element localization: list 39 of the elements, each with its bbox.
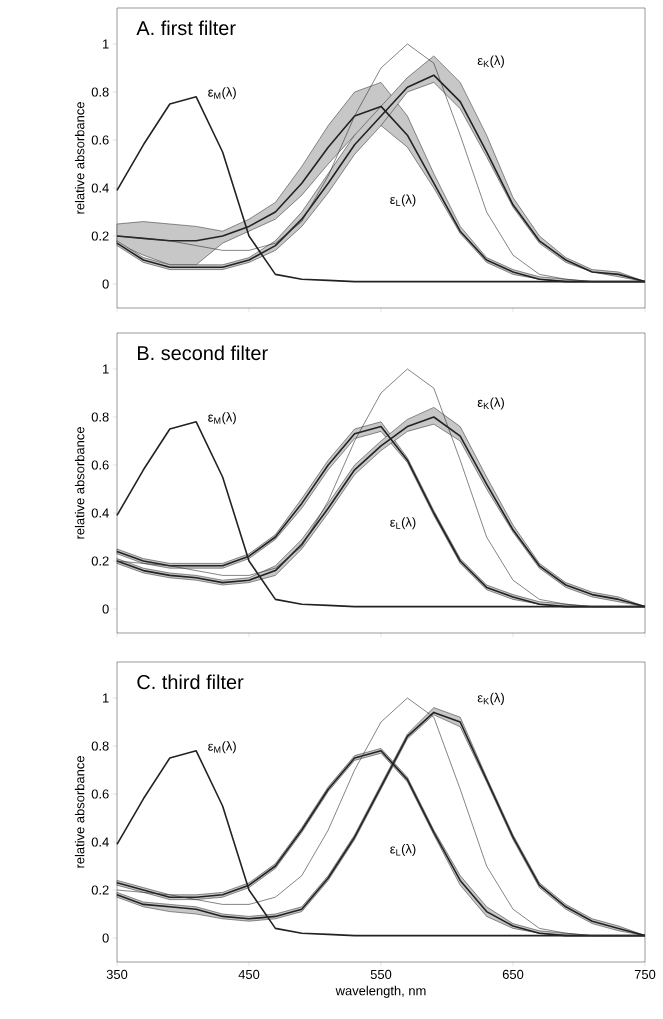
y-tick-label: 0.8 (91, 741, 109, 751)
series-label: ε$_{L}$(λ) (390, 843, 416, 857)
series-label: ε$_{K}$(λ) (477, 692, 504, 705)
y-tick-label: 0.4 (91, 183, 109, 193)
y-tick-label: 1 (103, 364, 109, 374)
y-tick-label: 0.4 (91, 837, 109, 847)
y-tick-label: 0.8 (91, 412, 109, 422)
chart-title: A. first filter (136, 20, 236, 36)
y-tick-label: 0 (102, 279, 109, 289)
y-tick-label: 0.6 (91, 135, 109, 145)
series-label: ε$_{M}$(λ) (208, 412, 236, 425)
y-tick-label: 0.2 (91, 556, 109, 566)
chart-title: C. third filter (137, 674, 244, 690)
x-tick-label: 350 (106, 969, 128, 979)
y-tick-label: 0.2 (91, 885, 109, 895)
x-tick-label: 650 (502, 969, 524, 979)
x-tick-label: 750 (634, 969, 656, 979)
y-tick-label: 0.8 (91, 87, 109, 97)
y-tick-label: 1 (103, 39, 109, 49)
y-axis-title: relative absorbance (74, 427, 85, 539)
series-label: ε$_{L}$(λ) (390, 194, 416, 207)
series-label: ε$_{M}$(λ) (208, 741, 236, 754)
y-axis-title: relative absorbance (74, 756, 85, 868)
y-axis-title: relative absorbance (74, 102, 85, 214)
y-tick-label: 0.6 (91, 789, 109, 799)
text: ε$_{K}$(λ) (477, 55, 504, 68)
y-tick-label: 0.2 (91, 231, 109, 241)
y-tick-label: 0.4 (91, 508, 109, 518)
series-label: ε$_{L}$(λ) (390, 517, 416, 530)
x-tick-label: 450 (238, 969, 260, 979)
y-tick-label: 1 (103, 693, 109, 703)
y-tick-label: 0 (102, 604, 109, 614)
series-label: ε$_{M}$(λ) (208, 87, 236, 100)
y-tick-label: 0 (102, 933, 109, 943)
x-axis-title: wavelength, nm (335, 985, 426, 998)
chart-title: B. second filter (138, 345, 268, 361)
text: ε$_{K}$(λ) (477, 397, 504, 410)
y-tick-label: 0.6 (91, 460, 109, 470)
x-tick-label: 550 (370, 969, 392, 979)
